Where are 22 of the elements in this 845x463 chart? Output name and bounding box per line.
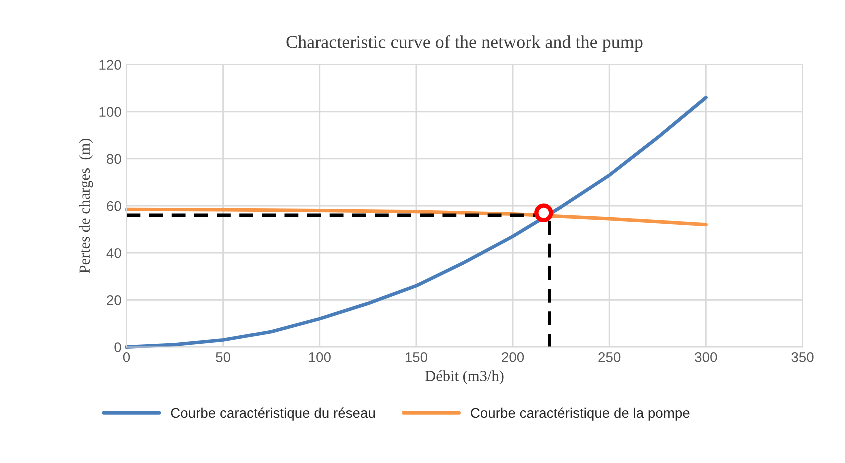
x-tick-label: 100 [309, 352, 331, 362]
x-tick-label: 200 [502, 352, 524, 362]
x-tick-label: 300 [695, 352, 718, 362]
y-axis-title: Pertes de charges (m) [79, 138, 94, 274]
x-tick-label: 150 [406, 352, 428, 362]
x-tick-label: 350 [792, 352, 814, 362]
y-tick-label: 40 [106, 248, 122, 258]
y-tick-label: 0 [114, 342, 122, 352]
legend-label: Courbe caractéristique du réseau [171, 408, 376, 421]
x-tick-label: 50 [216, 352, 231, 362]
y-tick-label: 120 [100, 60, 122, 70]
y-tick-label: 80 [107, 154, 122, 164]
x-tick-label: 250 [598, 352, 621, 362]
x-axis-title: Débit (m3/h) [426, 370, 504, 384]
legend-label: Courbe caractéristique de la pompe [471, 408, 690, 421]
chart-title: Characteristic curve of the network and the pump [286, 35, 643, 52]
y-tick-label: 20 [107, 296, 122, 306]
line-series [125, 208, 708, 227]
y-tick-label: 60 [107, 201, 122, 212]
line-series [125, 96, 708, 349]
y-tick-label: 100 [100, 107, 122, 118]
x-tick-label: 0 [123, 352, 130, 362]
